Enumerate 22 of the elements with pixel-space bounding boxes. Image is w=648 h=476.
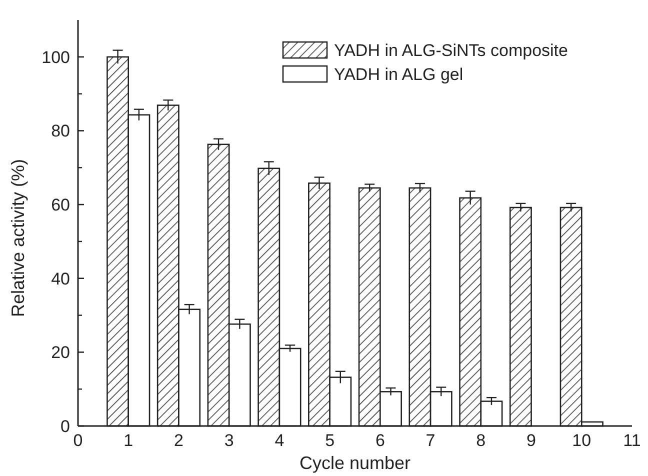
y-tick-label: 20 (51, 343, 70, 362)
y-tick-label: 80 (51, 122, 70, 141)
x-tick-label: 3 (224, 431, 234, 450)
y-tick-label: 100 (42, 48, 70, 67)
x-tick-label: 2 (174, 431, 184, 450)
y-tick-label: 40 (51, 269, 70, 288)
x-tick-label: 10 (572, 431, 592, 450)
x-tick-label: 4 (274, 431, 284, 450)
x-tick-label: 7 (426, 431, 436, 450)
x-tick-label: 0 (73, 431, 83, 450)
x-tick-label: 5 (325, 431, 335, 450)
y-tick-label: 60 (51, 195, 70, 214)
x-tick-label: 1 (124, 431, 134, 450)
y-axis-title: Relative activity (%) (8, 158, 28, 318)
x-tick-label: 8 (476, 431, 486, 450)
x-tick-label: 6 (375, 431, 385, 450)
x-tick-label: 11 (623, 431, 641, 450)
legend-label: YADH in ALG gel (334, 64, 464, 84)
x-axis-title: Cycle number (299, 453, 411, 473)
x-tick-label: 9 (526, 431, 536, 450)
y-tick-label: 0 (60, 416, 70, 436)
legend-label: YADH in ALG-SiNTs composite (334, 40, 568, 60)
